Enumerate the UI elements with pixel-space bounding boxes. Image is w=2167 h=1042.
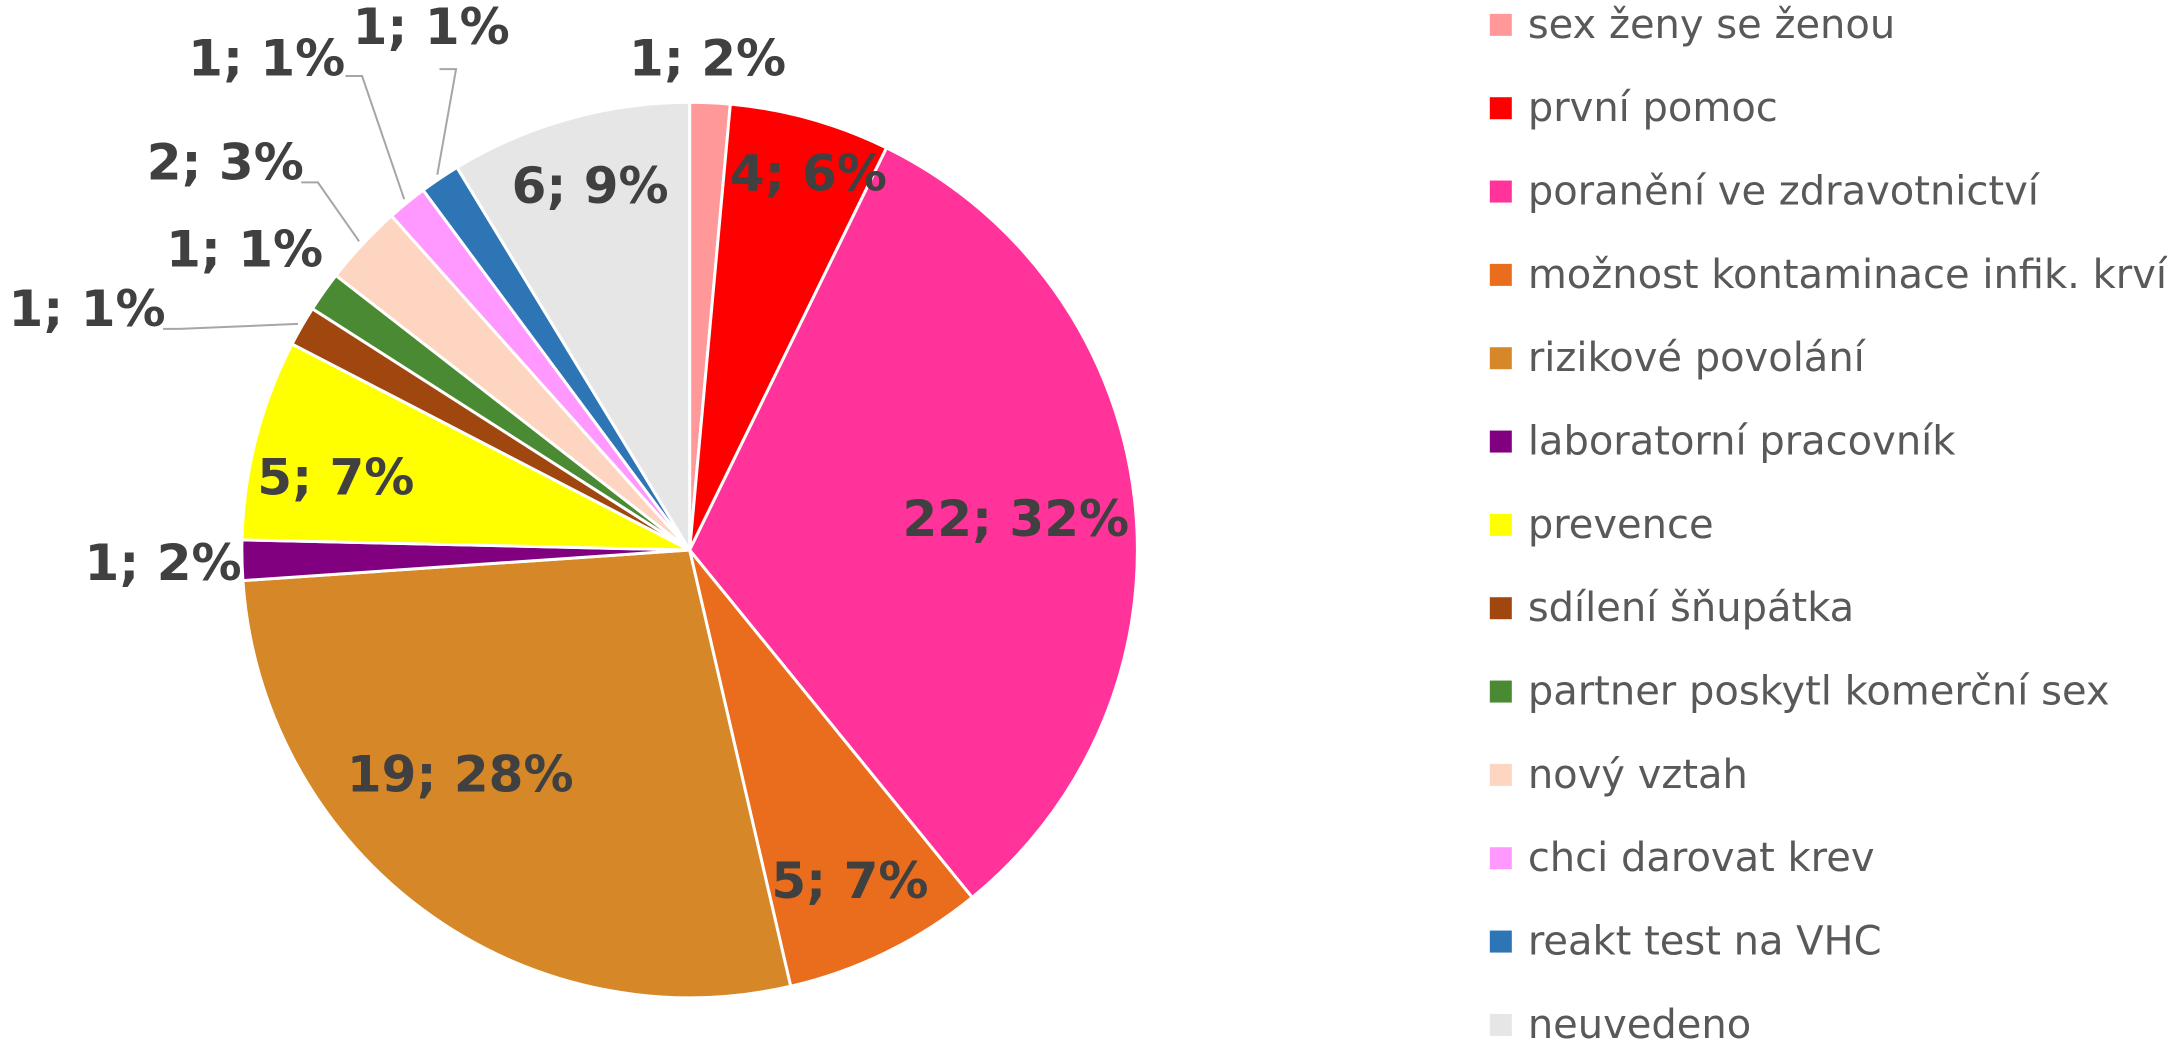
data-label: 1; 1% [9,280,166,338]
legend-label: sdílení šňupátka [1528,585,1854,631]
legend-swatch [1489,263,1512,286]
data-label: 1; 2% [629,30,786,88]
legend-label: poranění ve zdravotnictví [1528,169,2041,215]
legend-swatch [1489,430,1512,453]
legend-swatch [1489,930,1512,953]
legend-label: sex ženy se ženou [1528,2,1895,48]
pie-slice [240,342,691,552]
legend-swatch [1489,1013,1512,1036]
data-label: 4; 6% [730,144,887,202]
data-label: 1; 1% [353,0,510,56]
legend-swatch [1489,597,1512,620]
legend-swatch [1489,97,1512,120]
legend-label: prevence [1528,502,1714,548]
pie-slice [454,100,692,556]
data-label: 5; 7% [257,448,414,506]
data-label: 22; 32% [902,490,1129,548]
leader-line [163,322,299,330]
data-label: 1; 2% [85,534,242,592]
data-label: 1; 1% [166,220,323,278]
legend-label: rizikové povolání [1528,335,1867,381]
data-label: 5; 7% [771,852,928,910]
legend-swatch [1489,847,1512,870]
leader-line [301,181,360,242]
pie-slice [688,102,889,551]
legend-swatch [1489,763,1512,786]
legend-label: chci darovat krev [1528,835,1875,881]
legend-label: neuvedeno [1528,1002,1751,1042]
legend-label: reakt test na VHC [1528,919,1882,965]
legend-label: laboratorní pracovník [1528,419,1956,465]
pie-slice [241,548,793,1000]
leader-line [436,68,458,175]
pie-slice [687,145,1139,900]
legend-swatch [1489,680,1512,703]
data-label: 6; 9% [512,157,669,215]
legend-swatch [1489,180,1512,203]
legend-label: nový vztah [1528,752,1748,798]
legend-swatch [1489,347,1512,370]
legend-label: první pomoc [1528,85,1778,131]
data-label: 1; 1% [188,30,345,88]
legend-swatch [1489,13,1512,36]
pie-slice [688,549,975,989]
data-label: 2; 3% [147,133,304,191]
leader-line [345,75,406,200]
data-label: 19; 28% [347,746,574,804]
legend-label: možnost kontaminace infik. krví [1528,252,2167,298]
legend-label: partner poskytl komerční sex [1528,669,2110,715]
legend-swatch [1489,513,1512,536]
